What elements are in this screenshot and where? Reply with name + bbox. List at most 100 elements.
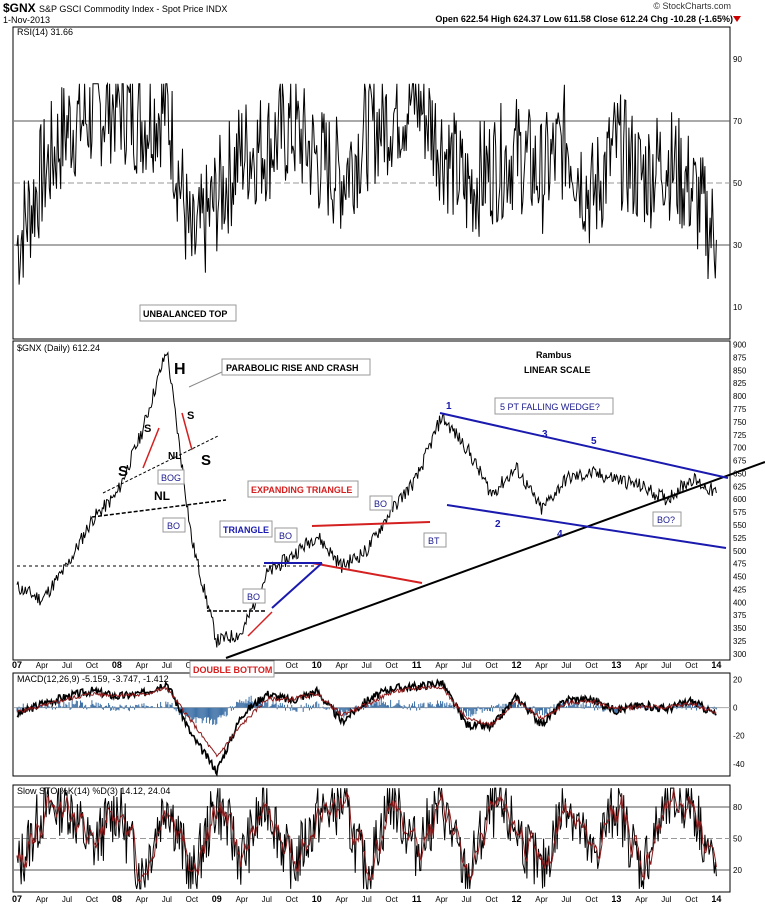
triangle-box — [219, 520, 273, 538]
rsi-y-tick: 90 — [733, 55, 742, 64]
price-y-tick: 550 — [733, 521, 747, 530]
wedge-point-3: 3 — [542, 429, 548, 440]
large-neckline — [91, 499, 227, 518]
sto-x-tick: Jul — [162, 895, 172, 904]
wedge-lower-line — [446, 504, 727, 549]
price-x-tick: Oct — [685, 661, 698, 670]
falling-wedge-label: 5 PT FALLING WEDGE? — [500, 402, 600, 412]
left-shoulder-rise — [142, 427, 160, 469]
bo-box-3 — [274, 527, 298, 543]
bt-box — [423, 532, 447, 548]
sto-x-tick: Oct — [485, 895, 498, 904]
price-y-tick: 875 — [733, 353, 747, 362]
price-y-tick: 425 — [733, 585, 747, 594]
price-x-tick: Jul — [661, 661, 671, 670]
macd-panel — [12, 672, 731, 777]
sto-y-tick: 50 — [733, 835, 742, 844]
sto-y-tick: 80 — [733, 803, 742, 812]
long-term-support-line — [225, 461, 765, 659]
price-y-tick: 450 — [733, 573, 747, 582]
bo-label-1: BO — [167, 521, 180, 531]
price-x-tick: 12 — [512, 660, 522, 670]
falling-wedge-box — [494, 397, 614, 415]
price-x-tick: Apr — [435, 661, 448, 670]
macd-y-tick: -20 — [733, 732, 745, 741]
price-y-tick: 700 — [733, 444, 747, 453]
parabolic-box — [221, 358, 371, 376]
wedge-upper-line — [439, 412, 729, 479]
price-x-tick: 07 — [12, 660, 22, 670]
parabolic-label: PARABOLIC RISE AND CRASH — [226, 363, 359, 373]
price-x-tick: Jul — [162, 661, 172, 670]
price-y-tick: 800 — [733, 392, 747, 401]
bo-question-label: BO? — [657, 515, 675, 525]
bo-box-2 — [242, 588, 266, 604]
price-x-tick: Oct — [585, 661, 598, 670]
sto-x-tick: Oct — [286, 895, 299, 904]
bo-label-4: BO — [374, 499, 387, 509]
bo-label-2: BO — [247, 592, 260, 602]
rsi-y-tick: 10 — [733, 303, 742, 312]
sto-x-tick: 11 — [412, 894, 422, 904]
double-bottom-box — [189, 660, 275, 678]
expanding-triangle-top — [311, 521, 431, 527]
price-y-tick: 725 — [733, 431, 747, 440]
sto-x-tick: Oct — [86, 895, 99, 904]
rsi-y-tick: 30 — [733, 241, 742, 250]
sto-x-tick: 12 — [512, 894, 522, 904]
wedge-point-2: 2 — [495, 519, 501, 530]
annotations: UNBALANCED TOP H S S S S NL NL BOG PARAB… — [118, 304, 682, 678]
price-x-tick: Jul — [561, 661, 571, 670]
sto-y-tick: 20 — [733, 866, 742, 875]
small-neckline-label: NL — [168, 451, 181, 462]
bog-box — [157, 469, 185, 485]
price-y-tick: 400 — [733, 598, 747, 607]
price-x-tick: Apr — [136, 661, 149, 670]
macd-y-tick: 20 — [733, 676, 742, 685]
linear-scale-label: LINEAR SCALE — [524, 365, 591, 375]
sto-x-tick: Oct — [685, 895, 698, 904]
triangle-bottom — [271, 562, 323, 609]
sto-x-tick: 14 — [711, 894, 721, 904]
sto-x-tick: Jul — [561, 895, 571, 904]
price-x-tick: Oct — [286, 661, 299, 670]
sto-x-tick: Apr — [335, 895, 348, 904]
wedge-point-4: 4 — [557, 529, 563, 540]
price-x-tick: 08 — [112, 660, 122, 670]
sto-x-tick: 13 — [611, 894, 621, 904]
sto-x-tick: 09 — [212, 894, 222, 904]
sto-title: Slow STO %K(14) %D(3) 14.12, 24.04 — [17, 786, 170, 796]
sto-x-tick: 07 — [12, 894, 22, 904]
large-neckline-label: NL — [154, 489, 170, 503]
price-x-tick: 11 — [412, 660, 422, 670]
double-bottom-label: DOUBLE BOTTOM — [193, 665, 272, 675]
bo-box-4 — [369, 495, 393, 511]
price-panel — [12, 340, 731, 661]
price-y-tick: 650 — [733, 469, 747, 478]
sto-x-tick: Apr — [236, 895, 249, 904]
head-label: H — [174, 361, 186, 378]
price-line — [16, 351, 717, 648]
index-name: S&P GSCI Commodity Index - Spot Price IN… — [39, 4, 228, 14]
right-shoulder-label: S — [201, 452, 211, 469]
price-y-tick: 350 — [733, 624, 747, 633]
sto-x-tick: Jul — [661, 895, 671, 904]
left-shoulder-label: S — [118, 463, 128, 480]
sto-x-tick: Apr — [36, 895, 49, 904]
triangle-label: TRIANGLE — [223, 525, 269, 535]
small-left-shoulder-label: S — [144, 423, 151, 435]
sto-x-tick: Jul — [362, 895, 372, 904]
price-x-tick: Apr — [635, 661, 648, 670]
price-y-tick: 375 — [733, 611, 747, 620]
price-x-tick: Apr — [36, 661, 49, 670]
rsi-line — [16, 81, 717, 285]
expanding-triangle-box — [247, 480, 359, 498]
symbol-title: $GNX S&P GSCI Commodity Index - Spot Pri… — [3, 1, 228, 15]
price-x-tick: Oct — [385, 661, 398, 670]
price-y-tick: 525 — [733, 534, 747, 543]
sto-x-tick: Jul — [262, 895, 272, 904]
macd-y-tick: 0 — [733, 704, 738, 713]
rambus-label: Rambus — [536, 350, 572, 360]
price-y-tick: 625 — [733, 482, 747, 491]
